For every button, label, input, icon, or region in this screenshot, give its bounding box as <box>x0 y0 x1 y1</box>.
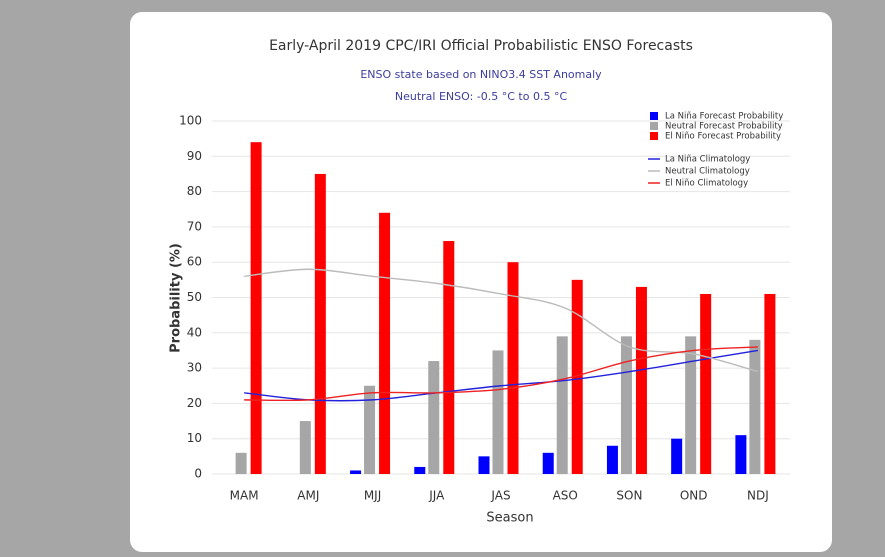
chart-title: Early-April 2019 CPC/IRI Official Probab… <box>269 38 693 54</box>
bar <box>250 142 262 474</box>
legend-swatch <box>650 132 658 140</box>
y-tick-label: 40 <box>187 325 202 339</box>
y-tick-label: 30 <box>187 361 202 375</box>
bar <box>364 385 376 474</box>
legend-swatch <box>650 122 658 130</box>
bar <box>735 435 747 474</box>
bar <box>414 466 426 474</box>
bar <box>507 262 519 474</box>
legend-label: La Niña Climatology <box>665 155 750 165</box>
bar <box>764 293 776 474</box>
legend-label: La Niña Forecast Probability <box>665 112 783 122</box>
bar <box>685 336 697 474</box>
legend-label: El Niño Forecast Probability <box>665 132 781 142</box>
x-axis-label: Season <box>486 511 533 526</box>
bar <box>443 241 455 474</box>
bar <box>620 336 632 474</box>
climatology-line <box>244 268 759 373</box>
bar <box>235 452 247 474</box>
y-tick-label: 20 <box>187 396 202 410</box>
subtitle: ENSO state based on NINO3.4 SST Anomaly <box>360 68 602 81</box>
climatology-line <box>244 349 759 402</box>
x-tick-label: JAS <box>490 489 510 503</box>
bar <box>606 445 618 474</box>
x-tick-label: AMJ <box>297 489 319 503</box>
x-tick-label: MAM <box>230 489 259 503</box>
x-tick-label: NDJ <box>747 489 769 503</box>
legend-label: Neutral Climatology <box>665 167 750 177</box>
climatology-line <box>244 346 758 402</box>
bar <box>379 212 391 474</box>
y-tick-label: 0 <box>194 467 202 481</box>
bar <box>671 438 683 474</box>
x-tick-label: SON <box>616 489 642 503</box>
bar <box>635 286 647 474</box>
bar <box>492 350 504 474</box>
y-tick-label: 80 <box>187 184 202 198</box>
bar <box>428 361 440 474</box>
y-tick-label: 70 <box>187 219 202 233</box>
bar <box>314 173 326 474</box>
bar <box>556 336 568 474</box>
x-tick-label: JJA <box>428 489 445 503</box>
bar <box>478 456 490 474</box>
subtitle: Neutral ENSO: -0.5 °C to 0.5 °C <box>395 90 568 103</box>
x-tick-label: MJJ <box>364 489 381 503</box>
bar <box>749 339 761 474</box>
y-tick-label: 10 <box>187 431 202 445</box>
legend-label: Neutral Forecast Probability <box>665 122 783 132</box>
bar <box>542 452 554 474</box>
legend-label: El Niño Climatology <box>665 179 748 189</box>
bar <box>700 293 712 474</box>
y-tick-label: 90 <box>187 149 202 163</box>
y-tick-label: 100 <box>179 114 202 128</box>
bar <box>299 421 311 474</box>
legend-swatch <box>650 112 658 120</box>
x-tick-label: ASO <box>553 489 578 503</box>
bar <box>571 279 583 474</box>
bar <box>350 470 362 474</box>
x-tick-label: OND <box>680 489 708 503</box>
y-tick-label: 60 <box>187 255 202 269</box>
y-tick-label: 50 <box>187 290 202 304</box>
y-axis-label: Probability (%) <box>169 243 184 353</box>
